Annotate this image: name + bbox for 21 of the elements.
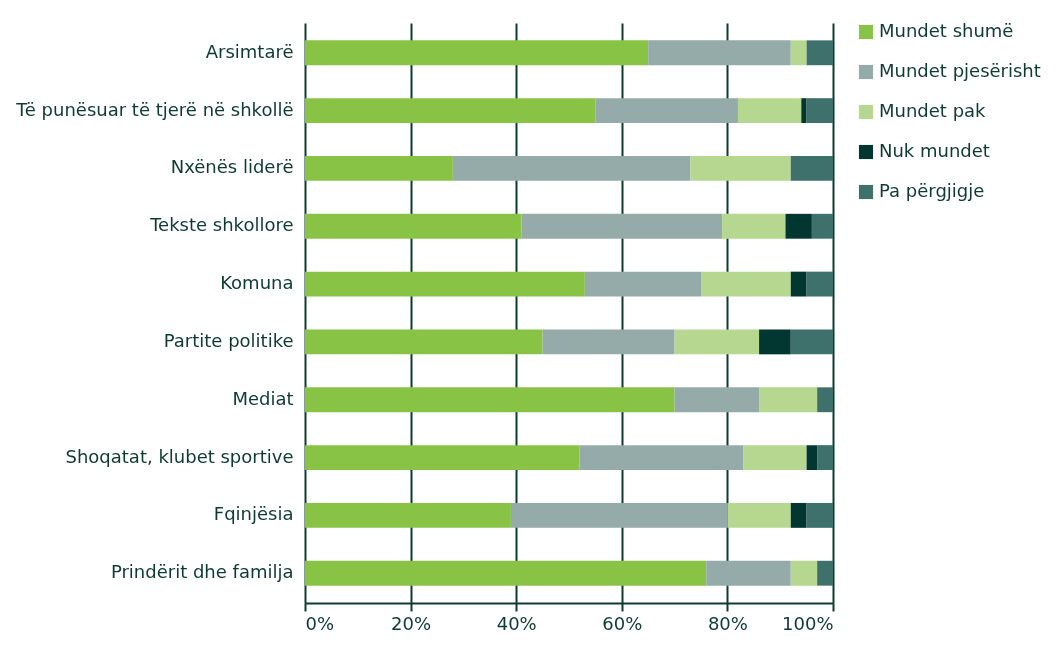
x-tick-label: 100% — [782, 612, 834, 634]
y-tick-label: Mediat — [232, 387, 294, 409]
x-tick-label: 60% — [602, 612, 643, 634]
y-tick-label: Prindërit dhe familja — [110, 561, 294, 583]
legend-label: Pa përgjigje — [879, 180, 985, 201]
x-tick-label: 80% — [707, 612, 748, 634]
y-tick-label: Shoqatat, klubet sportive — [65, 445, 294, 467]
y-tick-label: Tekste shkollore — [149, 214, 294, 236]
legend-label: Mundet pjesërisht — [879, 60, 1041, 81]
x-tick-label: 0% — [305, 612, 335, 634]
legend-label: Mundet shumë — [879, 20, 1014, 41]
x-tick-label: 40% — [496, 612, 537, 634]
y-tick-label: Partite politike — [163, 329, 294, 351]
y-tick-label: Nxënës liderë — [170, 156, 294, 178]
legend-label: Nuk mundet — [879, 140, 990, 161]
y-tick-label: Fqinjësia — [213, 503, 294, 525]
x-tick-label: 20% — [391, 612, 432, 634]
legend-label: Mundet pak — [879, 100, 987, 121]
y-tick-label: Komuna — [220, 272, 294, 294]
y-tick-label: Të punësuar të tjerë në shkollë — [15, 98, 294, 120]
y-tick-label: Arsimtarë — [205, 40, 294, 62]
